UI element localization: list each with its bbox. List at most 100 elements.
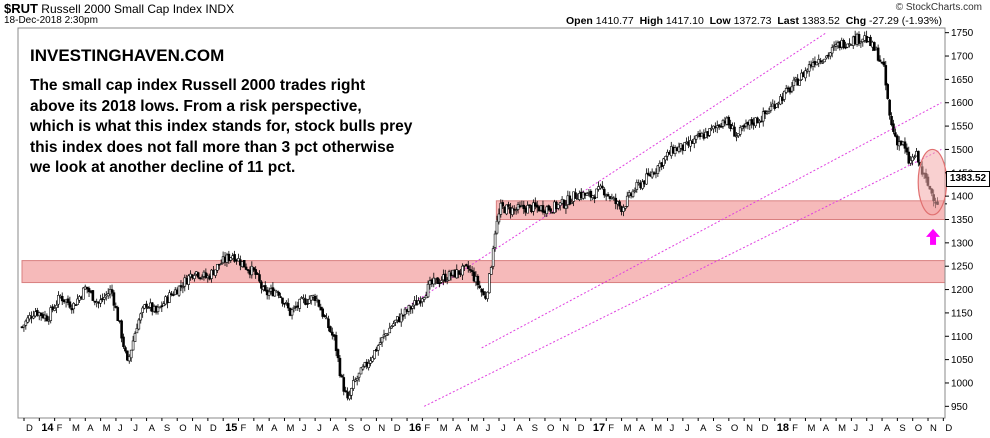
candle-body — [635, 182, 639, 190]
candle-body — [53, 308, 56, 311]
annotation: INVESTINGHAVEN.COM The small cap index R… — [30, 46, 470, 179]
candle-body — [285, 302, 288, 304]
annotation-line: The small cap index Russell 2000 trades … — [30, 77, 366, 94]
candle-body — [652, 172, 656, 175]
candle-body — [91, 290, 95, 301]
candle-body — [828, 52, 832, 57]
candle-body — [131, 340, 135, 351]
x-tick-label: F — [608, 423, 614, 434]
candle-body — [200, 276, 204, 279]
candle-body — [346, 391, 349, 399]
y-tick-label: 1050 — [951, 355, 974, 366]
candle-body — [848, 43, 851, 45]
candle-body — [890, 116, 893, 126]
candle-body — [353, 379, 357, 382]
candle-body — [254, 269, 257, 275]
x-tick-label: A — [87, 423, 94, 434]
x-tick-label: A — [639, 423, 646, 434]
candle-body — [242, 260, 246, 268]
candle-body — [283, 302, 286, 305]
candle-body — [894, 132, 897, 137]
chg-value: -27.29 (-1.93%) — [869, 15, 942, 27]
candle-body — [842, 40, 845, 49]
candle-body — [168, 292, 171, 303]
candle-body — [256, 273, 259, 275]
candle-body — [869, 36, 872, 47]
x-tick-label: S — [532, 423, 538, 434]
candle-body — [279, 296, 282, 298]
x-tick-label: F — [57, 423, 63, 434]
candle-body — [819, 60, 822, 63]
candle-body — [129, 349, 133, 359]
x-tick-label: S — [899, 423, 905, 434]
candle-body — [735, 135, 738, 138]
ohlc-readout: Open 1410.77 High 1417.10 Low 1372.73 La… — [566, 15, 942, 27]
candle-body — [744, 123, 748, 127]
x-tick-label: N — [195, 423, 202, 434]
candle-body — [172, 294, 175, 296]
candle-body — [533, 202, 537, 207]
candle-body — [112, 292, 116, 306]
candle-body — [187, 275, 190, 285]
candle-body — [482, 291, 485, 296]
candle-body — [66, 298, 70, 303]
candle-body — [815, 61, 819, 66]
candle-body — [45, 315, 49, 322]
candle-body — [292, 306, 296, 310]
candle-body — [645, 173, 648, 185]
candle-body — [857, 34, 861, 44]
x-tick-label: D — [578, 423, 585, 434]
x-tick-label: M — [256, 423, 264, 434]
candle-body — [147, 307, 150, 310]
x-tick-label: A — [271, 423, 278, 434]
x-tick-label: A — [332, 423, 339, 434]
x-tick-label: O — [179, 423, 186, 434]
high-value: 1417.10 — [665, 15, 704, 27]
high-label: High — [639, 15, 663, 27]
candle-body — [329, 326, 332, 333]
candle-body — [905, 147, 909, 153]
candle-body — [68, 301, 72, 308]
y-tick-label: 1600 — [951, 98, 974, 109]
x-tick-label: N — [746, 423, 753, 434]
candle-body — [895, 135, 899, 146]
candle-body — [558, 202, 562, 206]
candle-body — [614, 197, 618, 204]
candle-body — [825, 55, 828, 59]
candle-body — [606, 194, 610, 196]
candle-body — [631, 190, 635, 197]
y-tick-label: 1650 — [951, 75, 974, 86]
y-tick-label: 1300 — [951, 238, 974, 249]
candle-body — [493, 233, 497, 248]
candle-body — [376, 345, 380, 351]
candle-body — [281, 297, 284, 304]
y-tick-label: 1150 — [951, 308, 973, 319]
candle-body — [233, 254, 236, 262]
candle-body — [740, 126, 744, 130]
x-tick-label: D — [26, 423, 33, 434]
candle-body — [116, 307, 120, 321]
candle-body — [903, 141, 907, 149]
candle-body — [769, 106, 773, 111]
x-tick-label: J — [869, 423, 874, 434]
candle-body — [342, 377, 346, 392]
candle-body — [126, 350, 129, 361]
candle-body — [258, 274, 261, 282]
candle-body — [386, 333, 390, 336]
candle-body — [878, 59, 882, 62]
candle-body — [737, 133, 740, 137]
y-tick-label: 1350 — [951, 215, 974, 226]
highlight-marks — [917, 148, 948, 245]
x-tick-label: O — [915, 423, 922, 434]
candle-body — [120, 320, 123, 339]
candle-body — [263, 285, 267, 291]
open-value: 1410.77 — [595, 15, 634, 27]
x-tick-label: J — [317, 423, 322, 434]
candle-body — [480, 288, 483, 293]
candle-body — [625, 195, 629, 207]
candle-body — [122, 336, 125, 347]
candle-body — [892, 123, 895, 132]
candle-body — [499, 202, 503, 215]
x-tick-label: N — [378, 423, 385, 434]
candle-body — [275, 290, 279, 293]
